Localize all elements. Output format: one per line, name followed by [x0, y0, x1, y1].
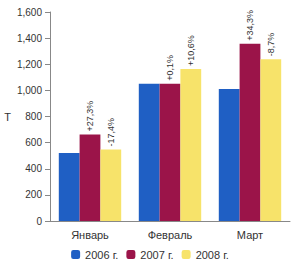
- svg-text:+34,3%: +34,3%: [245, 10, 255, 41]
- svg-text:2006 г.: 2006 г.: [85, 249, 118, 261]
- svg-text:+27,3%: +27,3%: [85, 101, 95, 132]
- svg-text:Январь: Январь: [71, 229, 109, 241]
- svg-text:800: 800: [25, 111, 42, 122]
- svg-text:600: 600: [25, 137, 42, 148]
- svg-text:2008 г.: 2008 г.: [196, 249, 229, 261]
- svg-text:Т: Т: [4, 111, 11, 123]
- svg-text:0: 0: [36, 216, 42, 227]
- svg-text:1,200: 1,200: [17, 59, 42, 70]
- svg-text:Февраль: Февраль: [148, 229, 193, 241]
- svg-text:200: 200: [25, 189, 42, 200]
- svg-text:+10,6%: +10,6%: [186, 35, 196, 66]
- svg-text:1,600: 1,600: [17, 7, 42, 18]
- svg-text:400: 400: [25, 163, 42, 174]
- svg-text:Март: Март: [237, 229, 263, 241]
- svg-text:+0,1%: +0,1%: [165, 55, 175, 81]
- svg-text:1,400: 1,400: [17, 33, 42, 44]
- svg-text:-17,4%: -17,4%: [106, 118, 116, 147]
- svg-text:-8,7%: -8,7%: [266, 33, 276, 57]
- svg-text:2007 г.: 2007 г.: [140, 249, 173, 261]
- svg-text:1,000: 1,000: [17, 85, 42, 96]
